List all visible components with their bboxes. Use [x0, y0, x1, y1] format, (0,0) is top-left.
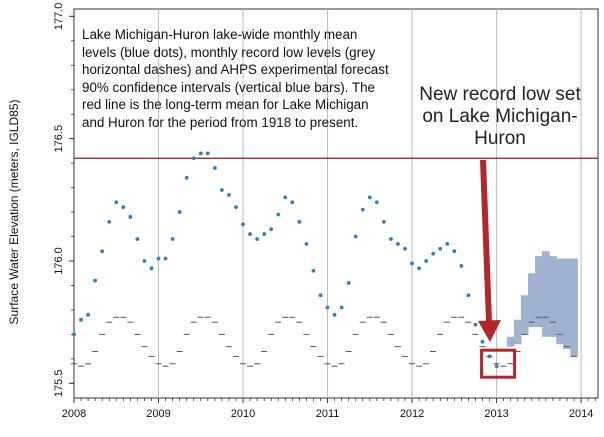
monthly-mean-dot	[283, 195, 288, 200]
monthly-mean-dot	[424, 259, 429, 263]
monthly-mean-dot	[353, 234, 358, 239]
monthly-mean-dot	[269, 227, 274, 232]
record-low-callout: New record low set on Lake Michigan-Huro…	[419, 84, 581, 149]
forecast-bar	[563, 258, 571, 350]
y-tick-label: 176.0	[53, 247, 65, 275]
monthly-mean-dot	[360, 207, 365, 212]
callout-arrow-shaft	[480, 159, 492, 323]
forecast-bar	[535, 256, 543, 328]
plot-frame	[73, 8, 599, 399]
monthly-mean-dot	[156, 256, 161, 261]
monthly-mean-dot	[325, 305, 330, 310]
monthly-mean-dot	[311, 268, 316, 273]
monthly-mean-dot	[459, 263, 464, 268]
monthly-mean-dot	[184, 175, 189, 180]
y-tick-label: 177.0	[53, 3, 65, 31]
monthly-mean-dot	[494, 364, 499, 369]
monthly-mean-dot	[72, 332, 76, 337]
monthly-mean-dot	[107, 219, 112, 224]
monthly-mean-dot	[403, 246, 407, 251]
monthly-mean-dot	[396, 241, 400, 246]
monthly-mean-dot	[163, 256, 168, 261]
monthly-mean-dot	[332, 312, 337, 317]
x-tick-label: 2012	[400, 408, 424, 420]
monthly-mean-dot	[177, 210, 182, 214]
monthly-mean-dot	[135, 237, 140, 241]
monthly-mean-dot	[452, 249, 457, 254]
monthly-mean-dot	[346, 281, 351, 285]
monthly-mean-dot	[431, 251, 436, 256]
monthly-mean-dot	[142, 259, 147, 263]
forecast-bar	[513, 319, 522, 345]
x-tick-label: 2014	[569, 408, 593, 420]
monthly-mean-dot	[205, 151, 210, 156]
monthly-mean-dot	[304, 241, 309, 246]
monthly-mean-dot	[382, 219, 386, 224]
monthly-mean-dot	[480, 339, 485, 344]
monthly-mean-dot	[93, 278, 98, 283]
record-low-highlight-box	[480, 348, 517, 379]
monthly-mean-dot	[473, 322, 478, 327]
y-axis-label: Surface Water Elevation (meters, IGLD85)	[7, 100, 21, 325]
monthly-mean-dot	[121, 205, 126, 210]
monthly-mean-dot	[234, 205, 238, 210]
monthly-mean-dot	[389, 237, 393, 241]
y-tick-label: 176.5	[53, 125, 65, 153]
monthly-mean-dot	[438, 246, 443, 251]
forecast-bar	[506, 336, 515, 347]
monthly-mean-dot	[276, 212, 281, 217]
forecast-bar	[570, 258, 578, 357]
monthly-mean-dot	[149, 266, 154, 271]
plot-area: 2008 2009 2010 2011 2012 2013 2014 175.5 176.0 17…	[53, 3, 599, 420]
forecast-bar	[556, 258, 564, 345]
monthly-mean-dot	[262, 232, 267, 236]
monthly-mean-dot	[410, 261, 414, 266]
monthly-mean-dot	[255, 237, 260, 241]
forecast-bar	[549, 256, 557, 337]
monthly-mean-dot	[466, 293, 471, 298]
monthly-mean-dot	[297, 219, 302, 224]
monthly-mean-dot	[86, 312, 91, 317]
y-tick-label: 175.5	[53, 370, 65, 398]
chart-description: Lake Michigan-Huron lake-wide monthly me…	[82, 27, 389, 130]
monthly-mean-dot	[241, 222, 245, 227]
monthly-mean-dot	[445, 241, 450, 246]
forecast-bar	[542, 251, 550, 337]
x-tick-label: 2009	[146, 408, 170, 420]
forecast-bar	[528, 273, 536, 328]
monthly-mean-dot	[100, 249, 105, 254]
monthly-mean-dot	[79, 317, 83, 322]
monthly-mean-dot	[128, 215, 133, 219]
x-tick-label: 2010	[231, 408, 255, 420]
monthly-mean-dot	[290, 200, 295, 205]
x-tick-label: 2011	[316, 408, 340, 420]
monthly-mean-dot	[374, 200, 379, 205]
monthly-mean-dot	[339, 305, 344, 310]
monthly-mean-dot	[114, 200, 119, 205]
monthly-mean-dot	[191, 156, 196, 161]
monthly-mean-dot	[487, 354, 492, 359]
monthly-mean-dot	[212, 166, 217, 170]
monthly-mean-dot	[198, 151, 203, 156]
forecast-bar	[520, 295, 529, 335]
x-tick-label: 2013	[484, 408, 508, 420]
monthly-mean-dot	[248, 232, 252, 236]
monthly-mean-dot	[367, 195, 372, 200]
monthly-mean-dot	[417, 266, 421, 271]
callout-arrow-head	[478, 320, 501, 342]
monthly-mean-dot	[220, 188, 224, 192]
monthly-mean-dot	[227, 193, 231, 197]
x-tick-label: 2008	[62, 408, 86, 420]
monthly-mean-dot	[318, 293, 323, 298]
monthly-mean-dot	[170, 237, 175, 241]
